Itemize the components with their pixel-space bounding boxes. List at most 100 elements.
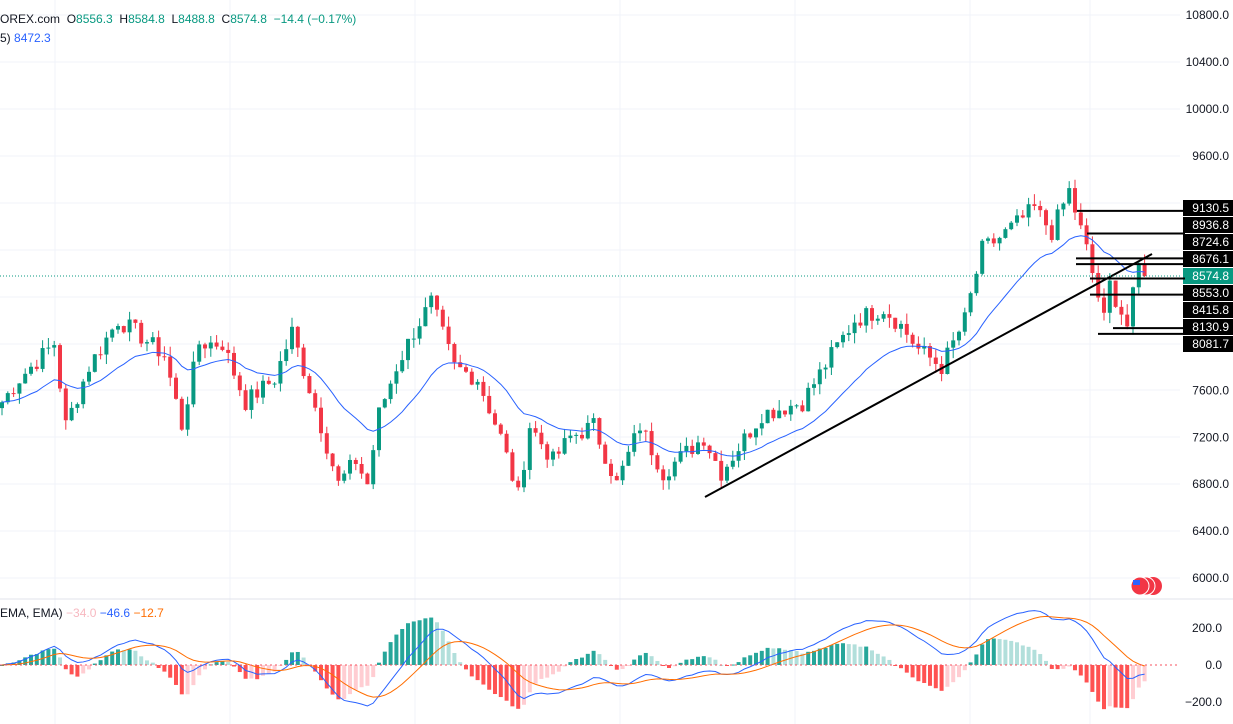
candle-body <box>655 455 660 470</box>
macd-histogram-bar <box>580 657 584 665</box>
candle-body <box>1020 215 1025 218</box>
macd-histogram-bar <box>562 665 567 667</box>
price-label-bg <box>1183 200 1233 216</box>
candle-body <box>353 459 358 464</box>
price-label: 8574.8 <box>1192 269 1229 283</box>
candle-body <box>191 361 196 405</box>
candle-body <box>1084 225 1089 245</box>
macd-histogram-bar <box>272 665 277 672</box>
candle-body <box>678 451 683 462</box>
candle-body <box>875 318 880 321</box>
macd-histogram-bar <box>585 653 590 665</box>
macd-value: −46.6 <box>99 606 131 620</box>
candle-body <box>684 445 689 452</box>
candle-body <box>330 453 335 467</box>
candle-body <box>626 451 631 466</box>
candle-body <box>307 376 312 394</box>
macd-histogram-bar <box>34 654 39 665</box>
macd-histogram-bar <box>1009 640 1014 665</box>
macd-histogram-bar <box>968 662 973 665</box>
macd-histogram-bar <box>255 665 260 680</box>
candle-body <box>1061 203 1066 210</box>
candle-body <box>411 338 416 340</box>
macd-histogram-bar <box>904 665 909 673</box>
candle-body <box>620 465 625 481</box>
macd-histogram-bar <box>638 655 642 665</box>
macd-histogram-bar <box>974 654 979 665</box>
macd-histogram-bar <box>574 659 579 665</box>
price-label: 8936.8 <box>1192 218 1229 232</box>
close-label: C <box>221 12 231 26</box>
candle-body <box>742 433 747 452</box>
candle-body <box>997 237 1002 244</box>
us-flag-icon <box>1130 576 1162 596</box>
candle-body <box>208 342 213 349</box>
candle-body <box>974 273 979 294</box>
macd-histogram-bar <box>1049 665 1054 669</box>
macd-histogram-bar <box>1090 665 1095 692</box>
macd-histogram-bar <box>40 650 45 665</box>
candle-body <box>928 346 932 358</box>
candle-body <box>841 334 845 343</box>
candle-body <box>951 340 956 348</box>
macd-histogram-bar <box>551 665 555 675</box>
candle-body <box>348 459 352 474</box>
change-value: −14.4 (−0.17%) <box>273 12 357 26</box>
macd-histogram-bar <box>1055 665 1060 670</box>
candle-body <box>290 326 294 350</box>
macd-histogram-bar <box>1102 665 1106 710</box>
macd-histogram-bar <box>817 648 822 665</box>
macd-histogram-bar <box>957 665 961 678</box>
candle-body <box>1003 229 1008 238</box>
candle-body <box>1136 264 1141 288</box>
candle-body <box>127 319 132 333</box>
candle-body <box>846 333 851 335</box>
candle-body <box>614 475 619 481</box>
macd-histogram-bar <box>684 659 689 665</box>
symbol-legend: OREX.com O8556.3 H8584.8 L8488.8 C8574.8… <box>0 12 356 26</box>
macd-histogram-bar <box>730 664 735 666</box>
macd-histogram-bar <box>614 665 619 670</box>
candle-body <box>266 380 271 384</box>
candle-body <box>829 347 834 368</box>
macd-histogram-bar <box>342 665 347 699</box>
candle-body <box>40 348 45 369</box>
macd-histogram-bar <box>1038 654 1043 665</box>
candle-body <box>632 433 637 452</box>
macd-histogram-bar <box>1061 665 1066 669</box>
macd-histogram-bar <box>330 665 335 695</box>
candle-body <box>452 343 457 363</box>
candle-body <box>962 312 967 332</box>
macd-histogram-bar <box>510 665 515 707</box>
candle-body <box>603 444 608 464</box>
macd-histogram-bar <box>643 652 648 665</box>
macd-legend: EMA, EMA) −34.0 −46.6 −12.7 <box>0 606 164 620</box>
macd-histogram-bar <box>1032 649 1037 665</box>
candle-body <box>986 238 990 241</box>
macd-histogram-bar <box>319 665 323 681</box>
candle-body <box>510 452 515 481</box>
macd-histogram-bar <box>829 645 834 665</box>
symbol-name: OREX.com <box>0 12 61 26</box>
macd-histogram-bar <box>841 643 845 665</box>
candle-body <box>121 326 126 333</box>
candle-body <box>580 434 584 439</box>
macd-line <box>1 610 1145 707</box>
candle-body <box>301 347 306 377</box>
signal-value: −12.7 <box>133 606 164 620</box>
price-label-bg <box>1183 217 1233 233</box>
macd-histogram-bar <box>655 660 660 665</box>
macd-histogram-bar <box>469 665 474 677</box>
candle-body <box>713 453 718 461</box>
macd-histogram-bar <box>353 665 358 690</box>
candle-body <box>58 345 62 389</box>
macd-histogram-bar <box>75 665 80 677</box>
macd-histogram-bar <box>435 622 439 665</box>
price-label: 8130.9 <box>1192 320 1229 334</box>
macd-histogram-bar <box>945 665 950 687</box>
macd-histogram-bar <box>783 649 787 665</box>
candle-body <box>1038 205 1043 211</box>
candle-body <box>667 476 671 481</box>
candle-body <box>725 466 729 481</box>
